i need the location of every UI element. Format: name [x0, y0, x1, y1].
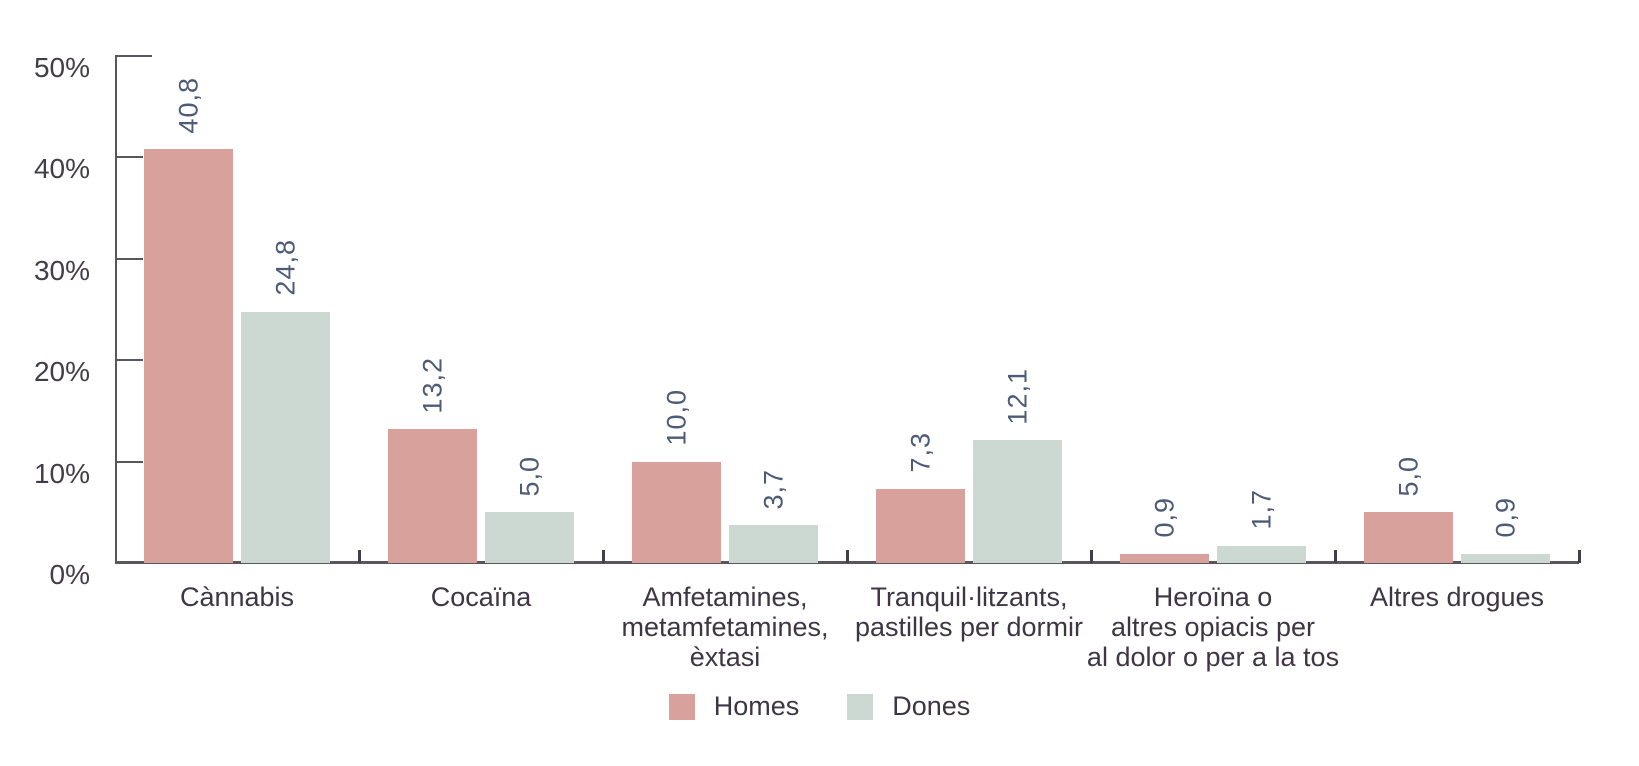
- y-tick: [115, 257, 143, 260]
- y-tick-label: 40%: [33, 153, 90, 185]
- bar-dones: [1217, 545, 1306, 563]
- bar-dones: [973, 440, 1062, 563]
- bar-value-label: 3,7: [758, 468, 788, 510]
- bar-value-label: 1,7: [1246, 489, 1276, 530]
- legend-item-homes: Homes: [668, 691, 800, 721]
- bar-value-label: 0,9: [1490, 497, 1520, 538]
- y-tick-label: 0%: [49, 559, 90, 590]
- category-label: Tranquil·litzants, pastilles per dormir: [854, 582, 1084, 642]
- legend-label: Homes: [713, 691, 800, 721]
- bar-homes: [876, 488, 965, 563]
- y-tick: [115, 460, 143, 463]
- bar-value-label: 40,8: [173, 76, 203, 134]
- y-tick-label: 50%: [33, 52, 90, 83]
- bar-homes: [632, 461, 721, 563]
- category-tick: [1578, 550, 1581, 563]
- category-label: Cànnabis: [179, 582, 295, 612]
- category-tick: [846, 550, 849, 563]
- legend-item-dones: Dones: [847, 693, 970, 720]
- category-tick: [358, 550, 361, 563]
- category-label: Amfetamines, metamfetamines, èxtasi: [621, 582, 829, 672]
- plot-area: 40,8 24,8 13,2 5,0 10,0 3,7 7,3 12,1 0,9 1,7 5,0 0,…: [115, 55, 1581, 564]
- bar-value-label: 13,2: [417, 356, 447, 414]
- bar-value-label: 7,3: [905, 432, 935, 473]
- bar-value-label: 5,0: [514, 455, 544, 497]
- category-tick: [1090, 550, 1093, 563]
- category-tick: [602, 550, 605, 563]
- bar-dones: [729, 525, 818, 563]
- legend-swatch-dones: [847, 693, 874, 720]
- bar-value-label: 24,8: [270, 238, 300, 296]
- y-tick: [115, 55, 152, 57]
- legend-swatch-homes: [668, 693, 695, 720]
- legend: Homes Dones: [0, 693, 1639, 720]
- bar-dones: [241, 311, 330, 563]
- bar-homes: [388, 429, 477, 563]
- bar-homes: [1364, 512, 1453, 563]
- y-tick-label: 10%: [33, 457, 90, 489]
- y-tick: [115, 156, 143, 159]
- category-tick: [1334, 550, 1337, 563]
- y-tick-label: 30%: [33, 254, 90, 286]
- y-tick-label: 20%: [33, 356, 90, 388]
- category-label: Altres drogues: [1369, 582, 1545, 612]
- bar-homes: [144, 149, 233, 563]
- bar-value-label: 10,0: [661, 389, 691, 446]
- bar-value-label: 12,1: [1002, 367, 1032, 425]
- bar-dones: [1461, 553, 1550, 563]
- bar-value-label: 0,9: [1149, 497, 1179, 538]
- category-label: Cocaïna: [430, 582, 532, 612]
- y-tick: [115, 359, 143, 362]
- legend-label: Dones: [892, 691, 971, 721]
- bar-homes: [1120, 553, 1209, 563]
- y-axis-line: [115, 56, 117, 563]
- category-label: Heroïna o altres opiacis per al dolor o pe…: [1086, 582, 1340, 672]
- bar-dones: [485, 512, 574, 563]
- bar-value-label: 5,0: [1393, 455, 1423, 497]
